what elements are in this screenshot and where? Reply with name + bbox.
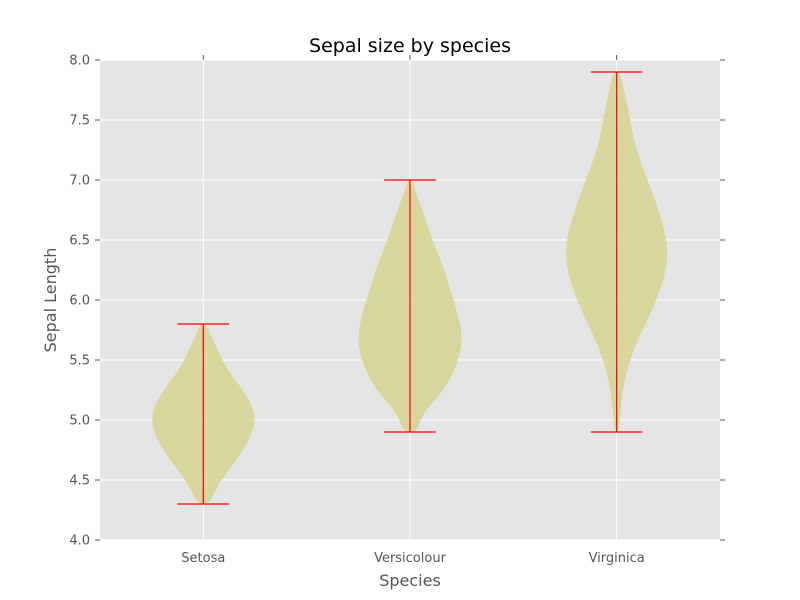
- y-tick-label: 6.0: [69, 294, 90, 309]
- y-axis-ticks: 4.0 4.5 5.0 5.5 6.0 6.5 7.0 7.5 8.0: [69, 54, 725, 549]
- y-tick-label: 6.5: [69, 234, 90, 249]
- x-tick-label: Versicolour: [374, 551, 447, 566]
- y-tick-label: 7.5: [69, 114, 90, 129]
- y-axis-label: Sepal Length: [41, 248, 60, 353]
- whiskers: [177, 71, 643, 505]
- y-tick-label: 4.5: [69, 474, 90, 489]
- chart-title: Sepal size by species: [309, 35, 511, 57]
- y-tick-label: 4.0: [69, 534, 90, 549]
- y-tick-label: 5.5: [69, 354, 90, 369]
- y-tick-label: 8.0: [69, 54, 90, 69]
- y-tick-label: 7.0: [69, 174, 90, 189]
- x-tick-label: Setosa: [181, 551, 225, 566]
- x-axis-ticks: Setosa Versicolour Virginica: [181, 55, 645, 566]
- x-tick-label: Virginica: [589, 551, 645, 566]
- y-tick-label: 5.0: [69, 414, 90, 429]
- x-axis-label: Species: [379, 571, 441, 590]
